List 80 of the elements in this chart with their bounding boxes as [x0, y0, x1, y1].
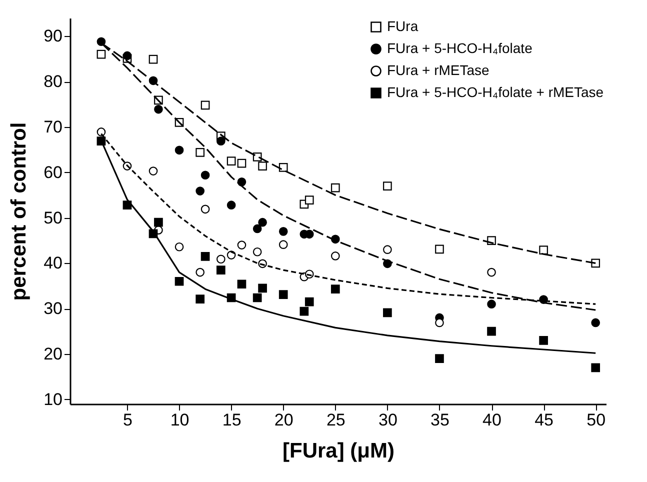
- point: [237, 280, 246, 289]
- y-tick-label: 80: [44, 72, 62, 92]
- point: [539, 246, 548, 254]
- point: [591, 363, 600, 372]
- point: [96, 128, 106, 136]
- point: [487, 326, 496, 336]
- point: [216, 254, 226, 264]
- point: [200, 252, 210, 261]
- point: [148, 166, 158, 176]
- point: [278, 162, 288, 172]
- point: [200, 100, 210, 110]
- point: [278, 227, 288, 236]
- point: [258, 284, 267, 293]
- y-axis-title: percent of control: [8, 122, 31, 301]
- point: [148, 54, 158, 64]
- x-tick-label: 40: [482, 410, 502, 430]
- point: [258, 162, 267, 170]
- point: [237, 158, 246, 168]
- point: [300, 306, 309, 316]
- point: [383, 308, 392, 318]
- point: [278, 240, 288, 250]
- point: [96, 50, 106, 59]
- point: [487, 268, 496, 277]
- y-tick-label: 40: [44, 254, 62, 273]
- point: [174, 242, 184, 252]
- point: [174, 276, 184, 286]
- point: [154, 218, 163, 227]
- point: [258, 218, 267, 227]
- point: [196, 186, 205, 196]
- point: [216, 136, 226, 146]
- y-tick-label: 10: [44, 390, 62, 409]
- point: [237, 240, 246, 250]
- point: [226, 156, 236, 166]
- point: [539, 336, 548, 345]
- point: [330, 183, 340, 192]
- point: [200, 170, 210, 180]
- point: [122, 51, 132, 60]
- x-tick-label: 45: [534, 410, 554, 430]
- point: [435, 354, 444, 364]
- x-tick-label: 50: [586, 410, 606, 430]
- point: [330, 284, 340, 294]
- x-tick-label: 25: [326, 410, 346, 430]
- point: [487, 300, 496, 309]
- point: [226, 200, 236, 210]
- point: [330, 252, 340, 260]
- y-tick-label: 70: [44, 117, 62, 136]
- point: [304, 297, 314, 306]
- point: [196, 294, 205, 304]
- legend-label: FUra + 5-HCO-H₄folate + rMETase: [387, 84, 604, 100]
- point: [591, 318, 600, 328]
- point: [383, 245, 392, 254]
- x-tick-label: 20: [274, 410, 294, 430]
- x-tick-label: 10: [170, 410, 190, 430]
- y-tick-label: 90: [44, 26, 62, 46]
- y-tick-label: 20: [44, 344, 62, 364]
- x-tick-label: 35: [430, 410, 450, 430]
- x-axis-title: [FUra] (μM): [282, 440, 394, 462]
- point: [252, 247, 262, 256]
- point: [383, 182, 392, 190]
- x-tick-label: 15: [222, 410, 242, 430]
- point: [252, 224, 262, 234]
- point: [252, 293, 262, 302]
- point: [200, 204, 210, 214]
- point: [304, 196, 314, 205]
- point: [435, 318, 444, 328]
- legend-label: FUra: [387, 18, 418, 34]
- point: [196, 268, 205, 277]
- point: [174, 146, 184, 155]
- y-tick-label: 50: [44, 208, 62, 228]
- x-tick-label: 30: [378, 410, 398, 430]
- point: [216, 266, 226, 274]
- point: [154, 104, 163, 114]
- point: [435, 244, 444, 254]
- y-tick-label: 30: [44, 299, 62, 318]
- point: [196, 148, 205, 157]
- point: [278, 290, 288, 299]
- legend-label: FUra + rMETase: [387, 62, 490, 78]
- y-tick-label: 60: [44, 162, 62, 182]
- x-tick-label: 5: [123, 410, 132, 430]
- legend-label: FUra + 5-HCO-H₄folate: [387, 40, 533, 56]
